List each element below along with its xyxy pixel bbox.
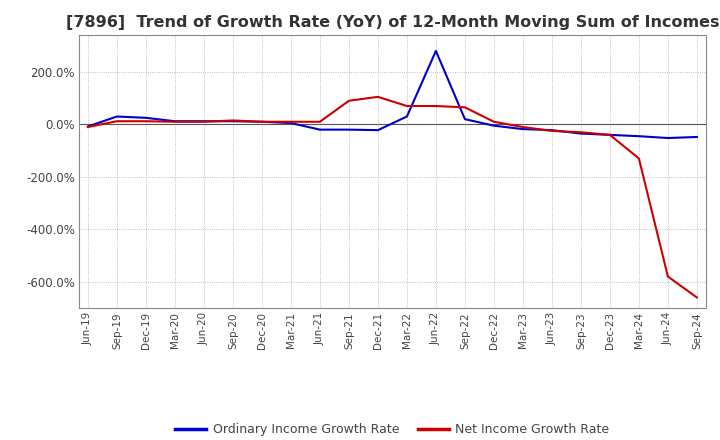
Ordinary Income Growth Rate [345,127,354,132]
Line: Net Income Growth Rate: Net Income Growth Rate [88,97,697,297]
Net Income Growth Rate [345,98,354,103]
Ordinary Income Growth Rate [112,114,121,119]
Net Income Growth Rate [518,125,527,130]
Ordinary Income Growth Rate [606,132,614,138]
Net Income Growth Rate [634,156,643,161]
Net Income Growth Rate [693,295,701,300]
Line: Ordinary Income Growth Rate: Ordinary Income Growth Rate [88,51,697,138]
Ordinary Income Growth Rate [258,119,266,125]
Ordinary Income Growth Rate [402,114,411,119]
Ordinary Income Growth Rate [315,127,324,132]
Ordinary Income Growth Rate [518,126,527,132]
Ordinary Income Growth Rate [461,117,469,122]
Ordinary Income Growth Rate [490,123,498,128]
Ordinary Income Growth Rate [693,134,701,139]
Net Income Growth Rate [664,274,672,279]
Ordinary Income Growth Rate [374,128,382,133]
Net Income Growth Rate [490,119,498,125]
Net Income Growth Rate [171,119,179,125]
Net Income Growth Rate [142,119,150,124]
Net Income Growth Rate [402,103,411,109]
Net Income Growth Rate [374,94,382,99]
Net Income Growth Rate [112,119,121,124]
Net Income Growth Rate [606,132,614,138]
Net Income Growth Rate [84,125,92,130]
Net Income Growth Rate [228,118,237,123]
Ordinary Income Growth Rate [664,136,672,141]
Ordinary Income Growth Rate [431,48,440,54]
Net Income Growth Rate [315,119,324,125]
Net Income Growth Rate [461,105,469,110]
Net Income Growth Rate [577,130,585,135]
Net Income Growth Rate [431,103,440,109]
Net Income Growth Rate [258,119,266,125]
Net Income Growth Rate [548,128,557,134]
Ordinary Income Growth Rate [634,134,643,139]
Title: [7896]  Trend of Growth Rate (YoY) of 12-Month Moving Sum of Incomes: [7896] Trend of Growth Rate (YoY) of 12-… [66,15,719,30]
Ordinary Income Growth Rate [84,124,92,129]
Net Income Growth Rate [199,119,208,125]
Ordinary Income Growth Rate [142,115,150,121]
Ordinary Income Growth Rate [287,121,295,126]
Ordinary Income Growth Rate [577,131,585,136]
Ordinary Income Growth Rate [199,119,208,124]
Net Income Growth Rate [287,119,295,125]
Ordinary Income Growth Rate [228,119,237,124]
Ordinary Income Growth Rate [548,128,557,133]
Legend: Ordinary Income Growth Rate, Net Income Growth Rate: Ordinary Income Growth Rate, Net Income … [170,418,615,440]
Ordinary Income Growth Rate [171,119,179,124]
